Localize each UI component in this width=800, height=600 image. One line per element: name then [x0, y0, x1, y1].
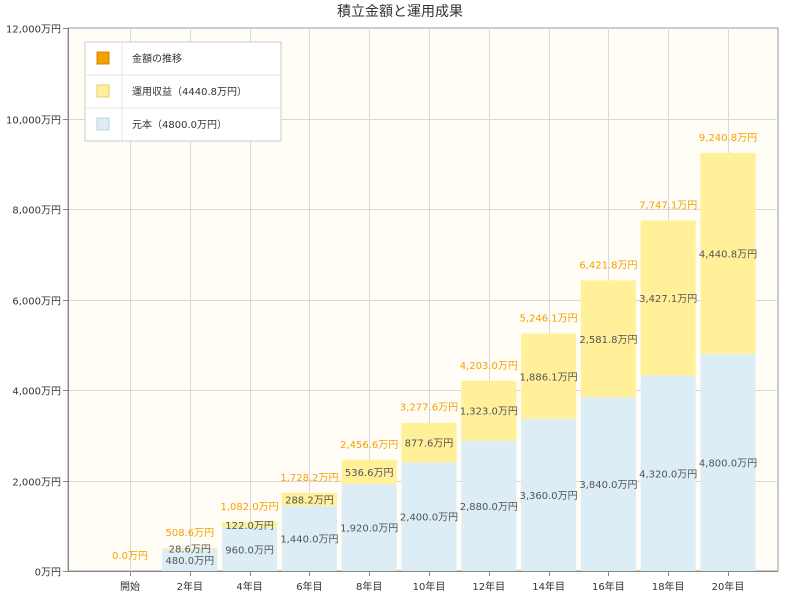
x-tick-label: 6年目	[296, 580, 322, 593]
bar-label-total: 0.0万円	[112, 551, 148, 562]
bar-label-returns: 1,886.1万円	[520, 372, 578, 383]
legend-swatch-totals	[96, 51, 110, 65]
bar-returns	[521, 333, 577, 419]
legend-swatch-principal	[96, 117, 110, 131]
bar-label-principal: 4,800.0万円	[699, 458, 757, 469]
bar-label-principal: 3,360.0万円	[520, 491, 578, 502]
bar-label-returns: 877.6万円	[405, 439, 454, 450]
y-tick-label: 12,000万円	[6, 25, 61, 36]
bar-label-total: 1,728.2万円	[280, 473, 338, 484]
bar-returns	[580, 280, 636, 398]
bar-label-returns: 28.6万円	[169, 545, 211, 556]
bar-label-total: 4,203.0万円	[460, 361, 518, 372]
bar-label-principal: 3,840.0万円	[579, 480, 637, 491]
bar-principal	[401, 462, 457, 571]
y-tick-label: 2,000万円	[12, 478, 61, 489]
legend-label-totals: 金額の推移	[132, 52, 182, 65]
chart-title: 積立金額と運用成果	[337, 4, 463, 20]
bar-label-returns: 1,323.0万円	[460, 407, 518, 418]
bar-label-total: 1,082.0万円	[221, 502, 279, 513]
y-tick-label: 8,000万円	[12, 206, 61, 217]
legend-label-principal: 元本（4800.0万円）	[132, 118, 227, 131]
x-tick-label: 16年目	[592, 580, 625, 593]
bar-label-total: 3,277.6万円	[400, 403, 458, 414]
x-tick-label: 14年目	[532, 580, 565, 593]
bar-principal	[521, 418, 577, 571]
bar-principal	[162, 549, 218, 571]
bar-label-total: 508.6万円	[165, 528, 214, 539]
bar-principal	[222, 527, 278, 571]
bar-principal	[580, 397, 636, 571]
bar-label-total: 9,240.8万円	[699, 133, 757, 144]
bar-returns	[222, 522, 278, 528]
bar-label-returns: 122.0万円	[225, 521, 274, 532]
bar-label-total: 5,246.1万円	[520, 314, 578, 325]
bar-principal	[640, 375, 696, 571]
bar-label-returns: 288.2万円	[285, 495, 334, 506]
bar-label-principal: 1,920.0万円	[340, 524, 398, 535]
bar-returns	[700, 152, 756, 354]
y-tick-label: 6,000万円	[12, 297, 61, 308]
bar-principal	[341, 484, 397, 571]
bar-principal	[461, 440, 517, 571]
legend-box	[84, 41, 282, 142]
bars	[162, 152, 756, 571]
x-tick-label: 20年目	[712, 580, 745, 593]
bar-label-returns: 2,581.8万円	[579, 335, 637, 346]
x-tick-label: 開始	[120, 580, 140, 593]
y-tick-label: 4,000万円	[12, 387, 61, 398]
bar-returns	[640, 220, 696, 376]
bar-returns	[341, 459, 397, 485]
x-tick-label: 4年目	[236, 580, 262, 593]
legend-label-returns: 運用収益（4440.8万円）	[132, 85, 247, 98]
bar-label-total: 6,421.8万円	[579, 260, 637, 271]
bar-label-total: 2,456.6万円	[340, 440, 398, 451]
bar-returns	[401, 422, 457, 463]
bar-label-principal: 960.0万円	[225, 545, 274, 556]
bar-label-returns: 536.6万円	[345, 468, 394, 479]
bar-returns	[281, 492, 337, 506]
x-tick-label: 10年目	[413, 580, 446, 593]
bar-label-principal: 1,440.0万円	[280, 534, 338, 545]
bar-label-returns: 3,427.1万円	[639, 294, 697, 305]
bar-label-principal: 2,400.0万円	[400, 513, 458, 524]
x-tick-label: 8年目	[356, 580, 382, 593]
bar-label-principal: 2,880.0万円	[460, 502, 518, 513]
bar-principal	[700, 353, 756, 571]
legend[interactable]: 金額の推移 運用収益（4440.8万円） 元本（4800.0万円）	[84, 41, 282, 142]
x-tick-label: 2年目	[177, 580, 203, 593]
bar-label-total: 7,747.1万円	[639, 200, 697, 211]
bar-returns	[162, 547, 218, 550]
y-tick-label: 0万円	[35, 568, 61, 579]
bar-returns	[461, 380, 517, 441]
bar-label-principal: 4,320.0万円	[639, 469, 697, 480]
x-tick-label: 12年目	[472, 580, 505, 593]
bar-label-principal: 480.0万円	[165, 556, 214, 567]
y-tick-label: 10,000万円	[6, 116, 61, 127]
bar-principal	[281, 505, 337, 571]
axes: 0万円 2,000万円 4,000万円 6,000万円 8,000万円 10,000万円 1…	[6, 25, 778, 593]
legend-swatch-returns	[96, 84, 110, 98]
x-tick-label: 18年目	[652, 580, 685, 593]
bar-label-returns: 4,440.8万円	[699, 249, 757, 260]
